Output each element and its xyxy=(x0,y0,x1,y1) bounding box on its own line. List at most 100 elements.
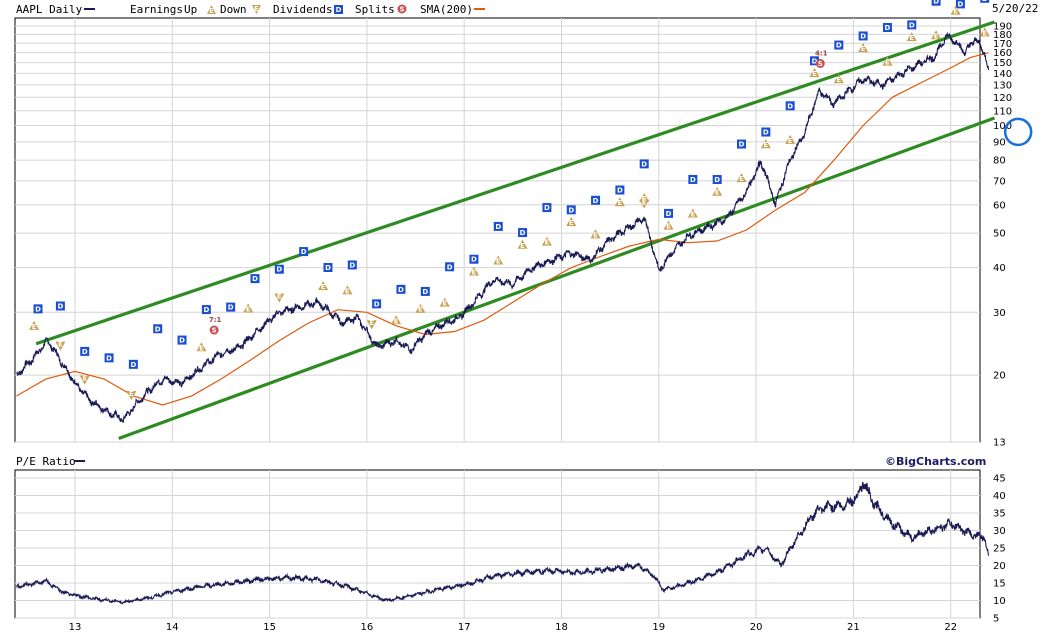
price-y-tick-label: 160 xyxy=(993,48,1012,59)
dividend-marker-letter: D xyxy=(714,176,720,184)
price-grid xyxy=(15,18,980,443)
dividend-marker: D xyxy=(177,335,187,345)
earnings-down-triangle xyxy=(126,391,137,401)
earnings-up-triangle xyxy=(29,320,40,330)
dividend-marker: D xyxy=(396,284,406,294)
earnings-up-triangle xyxy=(785,134,796,144)
dividend-marker-letter: D xyxy=(520,229,526,237)
earnings-up-letter: E xyxy=(982,29,987,37)
dividend-marker-box xyxy=(445,262,455,272)
earnings-up-triangle xyxy=(736,173,747,183)
dividend-marker-box xyxy=(396,284,406,294)
earnings-up-marker: E xyxy=(931,30,942,40)
earnings-down-triangle xyxy=(639,199,650,209)
earnings-down-triangle xyxy=(274,293,285,303)
earnings-up-marker: E xyxy=(541,236,552,247)
dividend-marker-letter: D xyxy=(909,21,915,29)
price-line xyxy=(16,31,990,423)
pe-y-tick-label: 45 xyxy=(993,474,1006,485)
dividend-marker-letter: D xyxy=(593,197,599,205)
price-y-tick-label: 140 xyxy=(993,69,1012,80)
earnings-up-triangle xyxy=(809,68,820,78)
dividend-marker: D xyxy=(250,274,260,284)
svg-text:E: E xyxy=(254,5,259,13)
dividend-marker-box xyxy=(566,205,576,215)
earnings-down-letter: E xyxy=(129,390,134,398)
dividend-marker-letter: D xyxy=(179,337,185,345)
earnings-up-marker: E xyxy=(736,173,747,183)
dividend-marker-letter: D xyxy=(422,288,428,296)
price-y-tick-label: 190 xyxy=(993,22,1012,33)
earnings-up-letter: E xyxy=(861,45,866,53)
pe-y-tick-label: 10 xyxy=(993,596,1006,607)
earnings-up-triangle xyxy=(614,197,625,207)
earnings-up-letter: E xyxy=(246,305,251,313)
dividend-marker: D xyxy=(80,346,90,356)
earnings-down-marker: E xyxy=(639,198,650,209)
split-marker-dot xyxy=(815,58,825,68)
price-y-tick-label: 150 xyxy=(993,58,1012,69)
earnings-up-marker: E xyxy=(517,239,528,250)
earnings-up-letter: E xyxy=(442,300,447,308)
earnings-up-triangle xyxy=(468,266,479,276)
dividend-marker: D xyxy=(201,305,211,315)
dividend-marker: D xyxy=(688,174,698,184)
dividend-marker-box xyxy=(639,159,649,169)
earnings-up-letter: E xyxy=(569,219,574,227)
dividend-marker-box xyxy=(153,324,163,334)
earnings-up-marker: E xyxy=(663,220,674,231)
pe-y-tick-label: 20 xyxy=(993,561,1006,572)
x-tick-label: 15 xyxy=(263,622,276,633)
x-tick-label: 22 xyxy=(944,622,957,633)
dividend-marker: D xyxy=(907,20,917,30)
earnings-up-marker: E xyxy=(712,186,723,197)
dividend-marker-letter: D xyxy=(617,187,623,195)
trend-lines xyxy=(35,20,996,440)
dividend-marker-letter: D xyxy=(739,141,745,149)
earnings-up-marker: E xyxy=(566,217,577,227)
earnings-up-triangle xyxy=(833,74,844,84)
dividend-marker-letter: D xyxy=(982,0,988,3)
earnings-up-marker: E xyxy=(785,134,796,145)
dividend-marker: D xyxy=(274,264,284,274)
price-y-tick-label: 70 xyxy=(993,176,1006,187)
dividend-marker-letter: D xyxy=(82,348,88,356)
earnings-up-marker: E xyxy=(318,281,329,291)
dividend-marker-box xyxy=(250,274,260,284)
earnings-up-marker: E xyxy=(687,208,698,219)
earnings-up-letter: E xyxy=(763,141,768,149)
dividend-marker-box xyxy=(372,299,382,309)
dividend-marker: D xyxy=(737,139,747,149)
dividend-marker-box xyxy=(201,305,211,315)
price-y-tick-label: 120 xyxy=(993,93,1012,104)
price-y-tick-label: 20 xyxy=(993,371,1006,382)
x-axis: 13 14 15 16 17 18 19 20 21 22 xyxy=(69,622,957,633)
earnings-up-letter: E xyxy=(418,306,423,314)
x-tick-label: 14 xyxy=(166,622,179,633)
highlight-layer xyxy=(1003,117,1033,147)
earnings-up-letter: E xyxy=(321,283,326,291)
earnings-up-letter: E xyxy=(496,257,501,265)
earnings-up-triangle xyxy=(979,27,990,37)
symbol-label: AAPL Daily xyxy=(16,3,83,16)
pe-title: P/E Ratio xyxy=(16,455,76,468)
earnings-down-triangle xyxy=(55,341,66,351)
earnings-down-label: Down xyxy=(220,3,247,16)
dividend-marker-letter: D xyxy=(374,300,380,308)
earnings-down-letter: E xyxy=(369,319,374,327)
dividend-marker: D xyxy=(785,101,795,111)
earnings-up-marker: E xyxy=(858,43,869,53)
earnings-up-marker: E xyxy=(906,32,917,42)
dividend-marker-box xyxy=(809,56,819,66)
dividend-marker-box xyxy=(55,301,65,311)
sma-label: SMA(200) xyxy=(420,3,473,16)
pe-layer xyxy=(16,481,990,605)
dividend-marker: D xyxy=(639,159,649,169)
split-marker-dot xyxy=(209,325,219,335)
chart-date: 5/20/22 xyxy=(992,2,1038,15)
trend-line xyxy=(118,116,996,440)
earnings-up-letter: E xyxy=(345,287,350,295)
price-y-tick-label: 60 xyxy=(993,200,1006,211)
dividend-marker: D xyxy=(615,185,625,195)
dividend-marker-box xyxy=(104,353,114,363)
